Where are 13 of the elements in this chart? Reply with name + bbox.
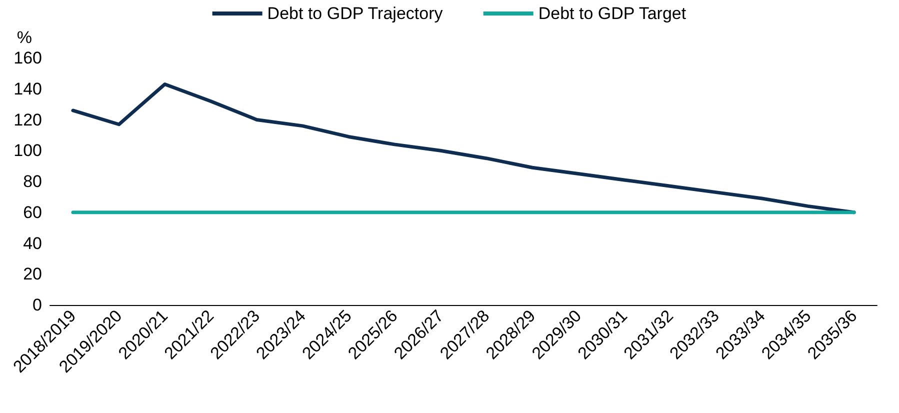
y-tick-label: 0 [32,296,42,314]
line-series [71,82,856,214]
y-tick-label: 120 [14,110,42,130]
y-tick-label: 80 [23,172,42,191]
y-tick-label: 20 [23,264,42,284]
y-axis-title: % [16,28,32,47]
y-tick-label: 60 [23,202,42,222]
legend-label: Debt to GDP Trajectory [267,4,444,23]
legend-label: Debt to GDP Target [538,4,686,23]
y-tick-label: 40 [23,234,42,253]
y-tick-label: 160 [14,48,42,68]
y-tick-label: 140 [14,79,42,98]
y-tick-label: 100 [14,141,42,160]
